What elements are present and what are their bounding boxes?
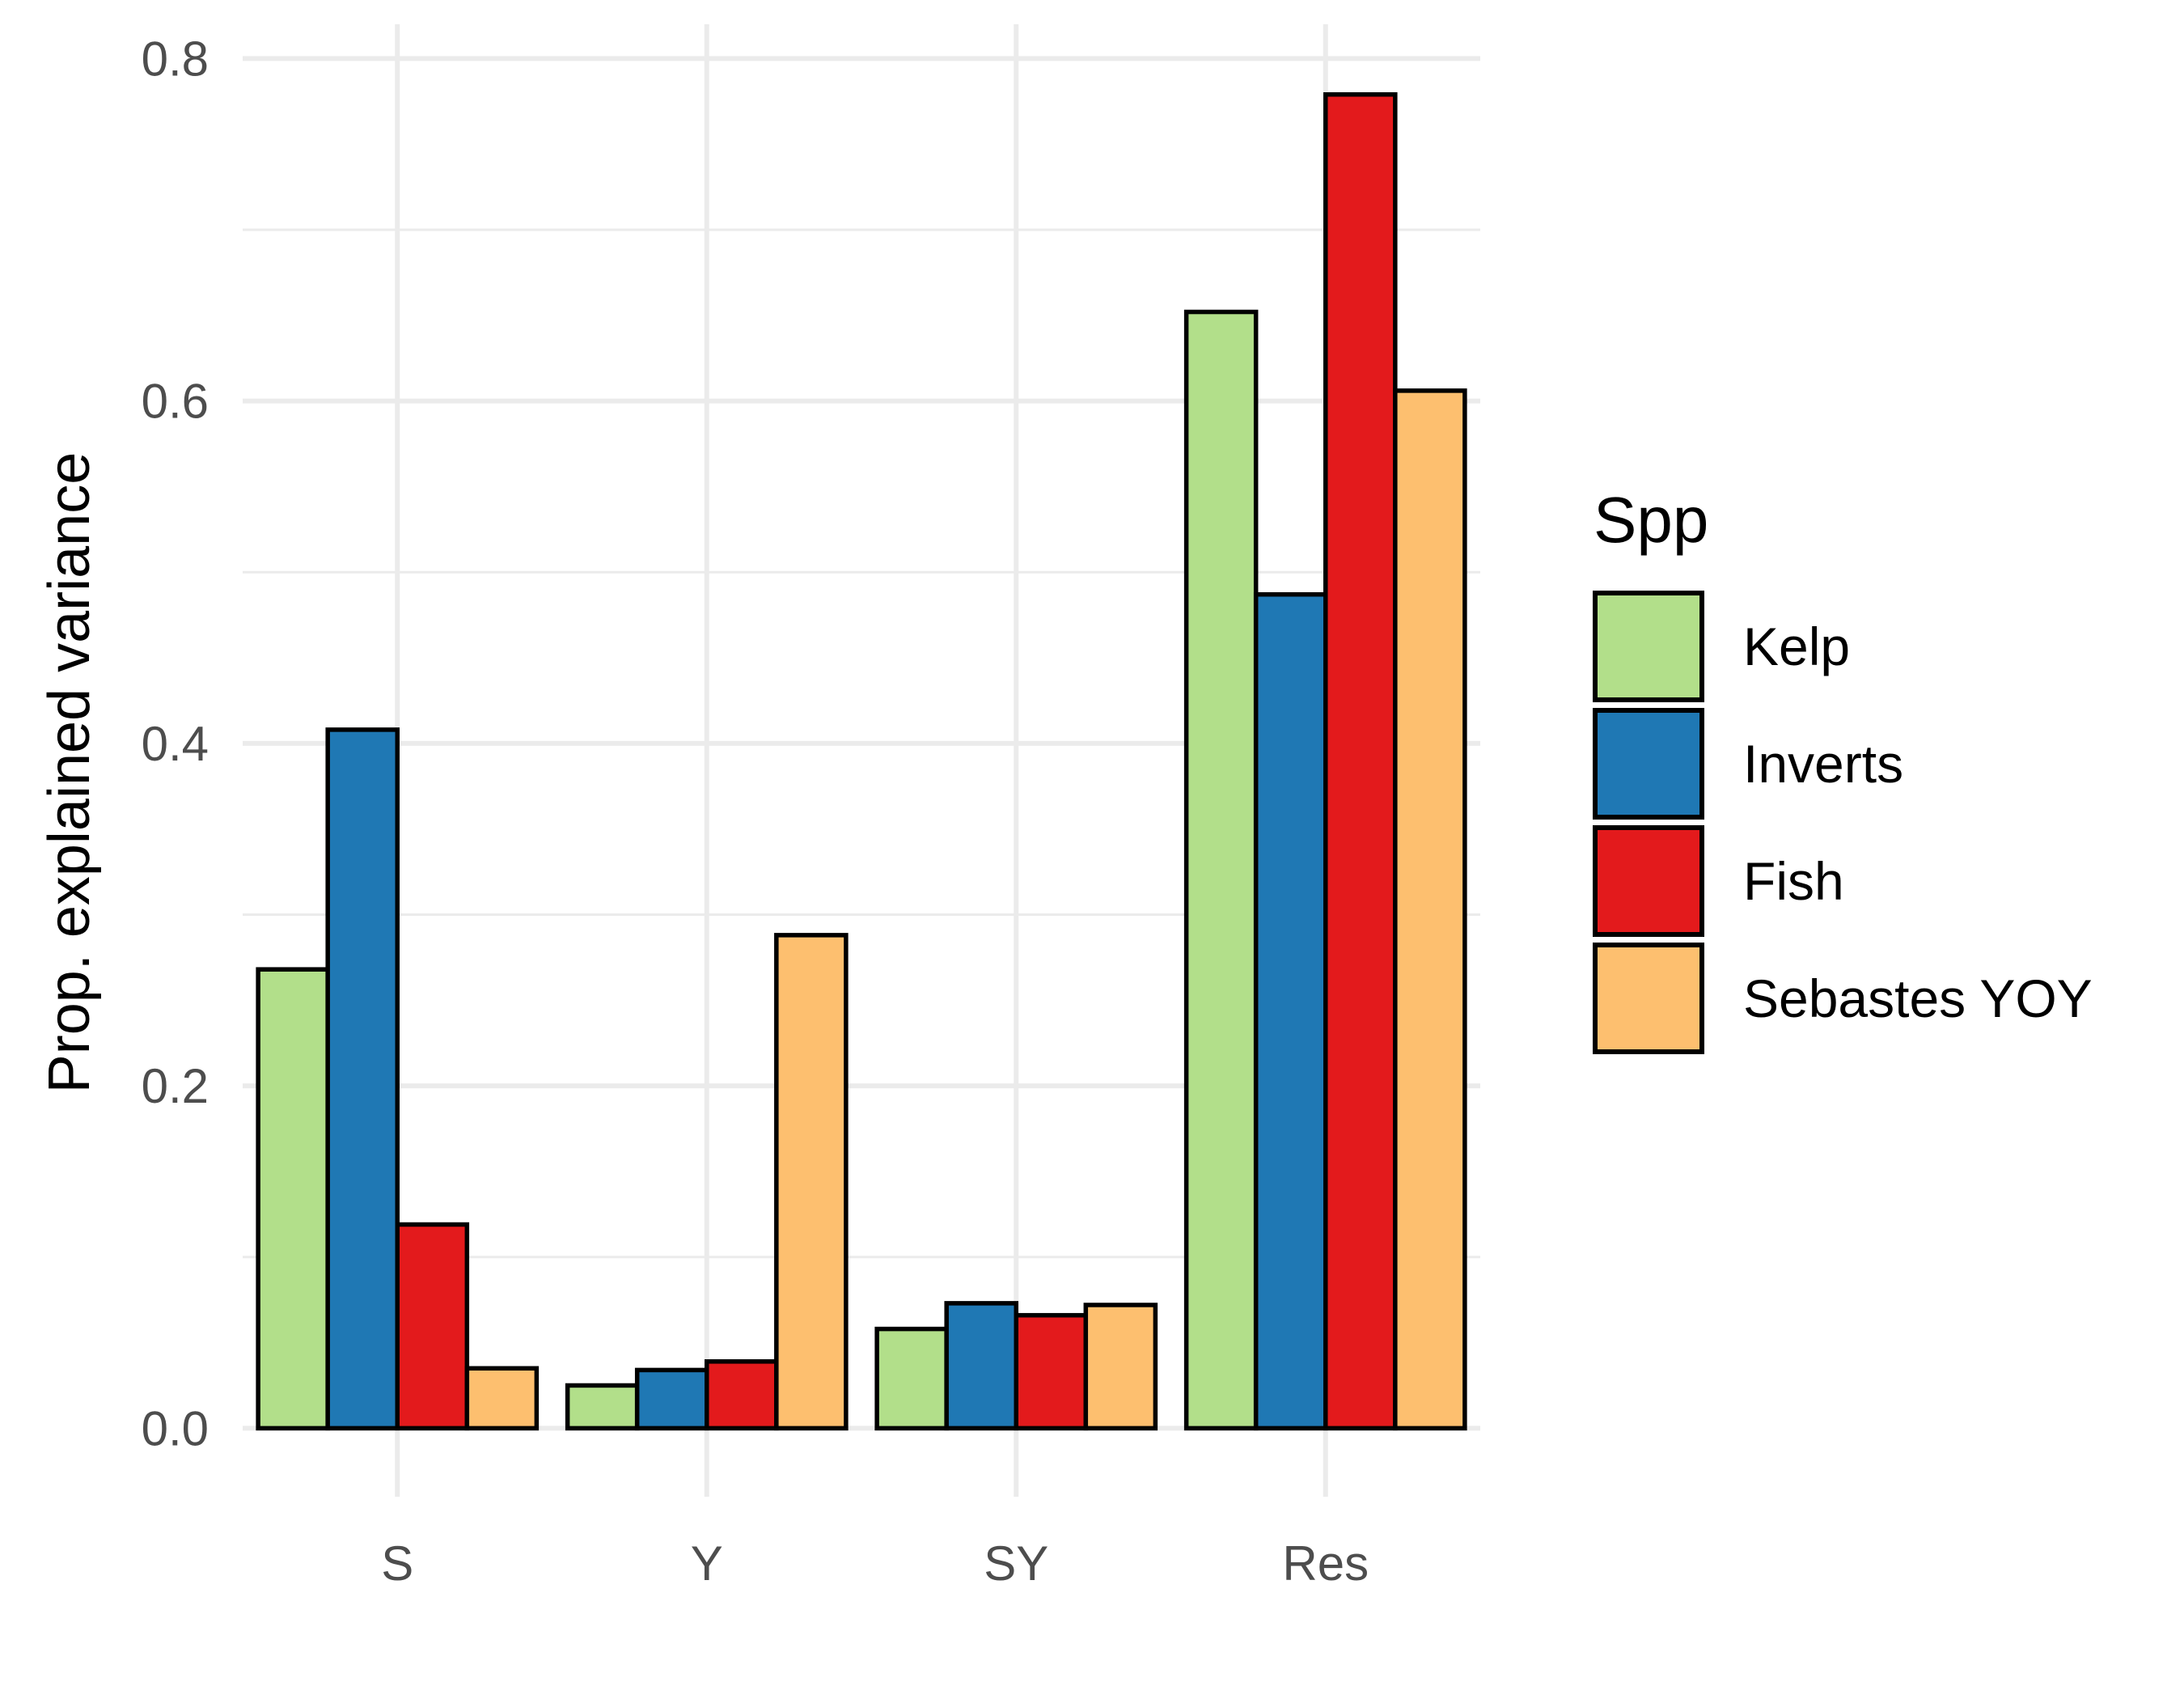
x-tick-label: Y [691,1536,723,1591]
legend-label: Kelp [1743,616,1850,676]
legend-label: Inverts [1743,734,1903,794]
legend-key [1593,825,1704,937]
bar [565,1383,640,1431]
y-tick-label: 0.4 [142,717,209,771]
bar [705,1359,779,1431]
legend-key [1593,943,1704,1054]
bar [1323,92,1398,1431]
x-tick-label: Res [1282,1536,1369,1591]
bar [464,1366,540,1431]
bar [1253,591,1328,1431]
x-tick-label: S [381,1536,413,1591]
legend-title: Spp [1594,484,1708,556]
bar [774,933,849,1431]
bar [325,727,400,1431]
bar [1393,388,1467,1431]
legend: Spp Kelp Inverts Fish Sebastes YOY [1593,484,2093,1054]
bar [634,1367,709,1431]
bar [874,1326,949,1431]
bar [1083,1303,1158,1431]
legend-label: Sebastes YOY [1743,968,2093,1028]
y-axis-title: Prop. explained variance [37,452,102,1094]
y-axis-ticks: 0.0 0.2 0.4 0.6 0.8 [142,32,209,1455]
y-tick-label: 0.0 [142,1401,209,1455]
x-tick-label: SY [984,1536,1048,1591]
y-tick-label: 0.2 [142,1059,209,1113]
legend-key [1593,708,1704,820]
bar [944,1301,1018,1431]
bar [256,967,330,1431]
x-axis-ticks: S Y SY Res [381,1536,1369,1591]
y-tick-label: 0.6 [142,375,209,429]
y-tick-label: 0.8 [142,32,209,86]
bar [1014,1312,1089,1431]
bar [1183,309,1259,1431]
legend-key [1593,591,1704,702]
bars [256,92,1467,1431]
legend-label: Fish [1743,851,1844,911]
bar [395,1222,470,1431]
